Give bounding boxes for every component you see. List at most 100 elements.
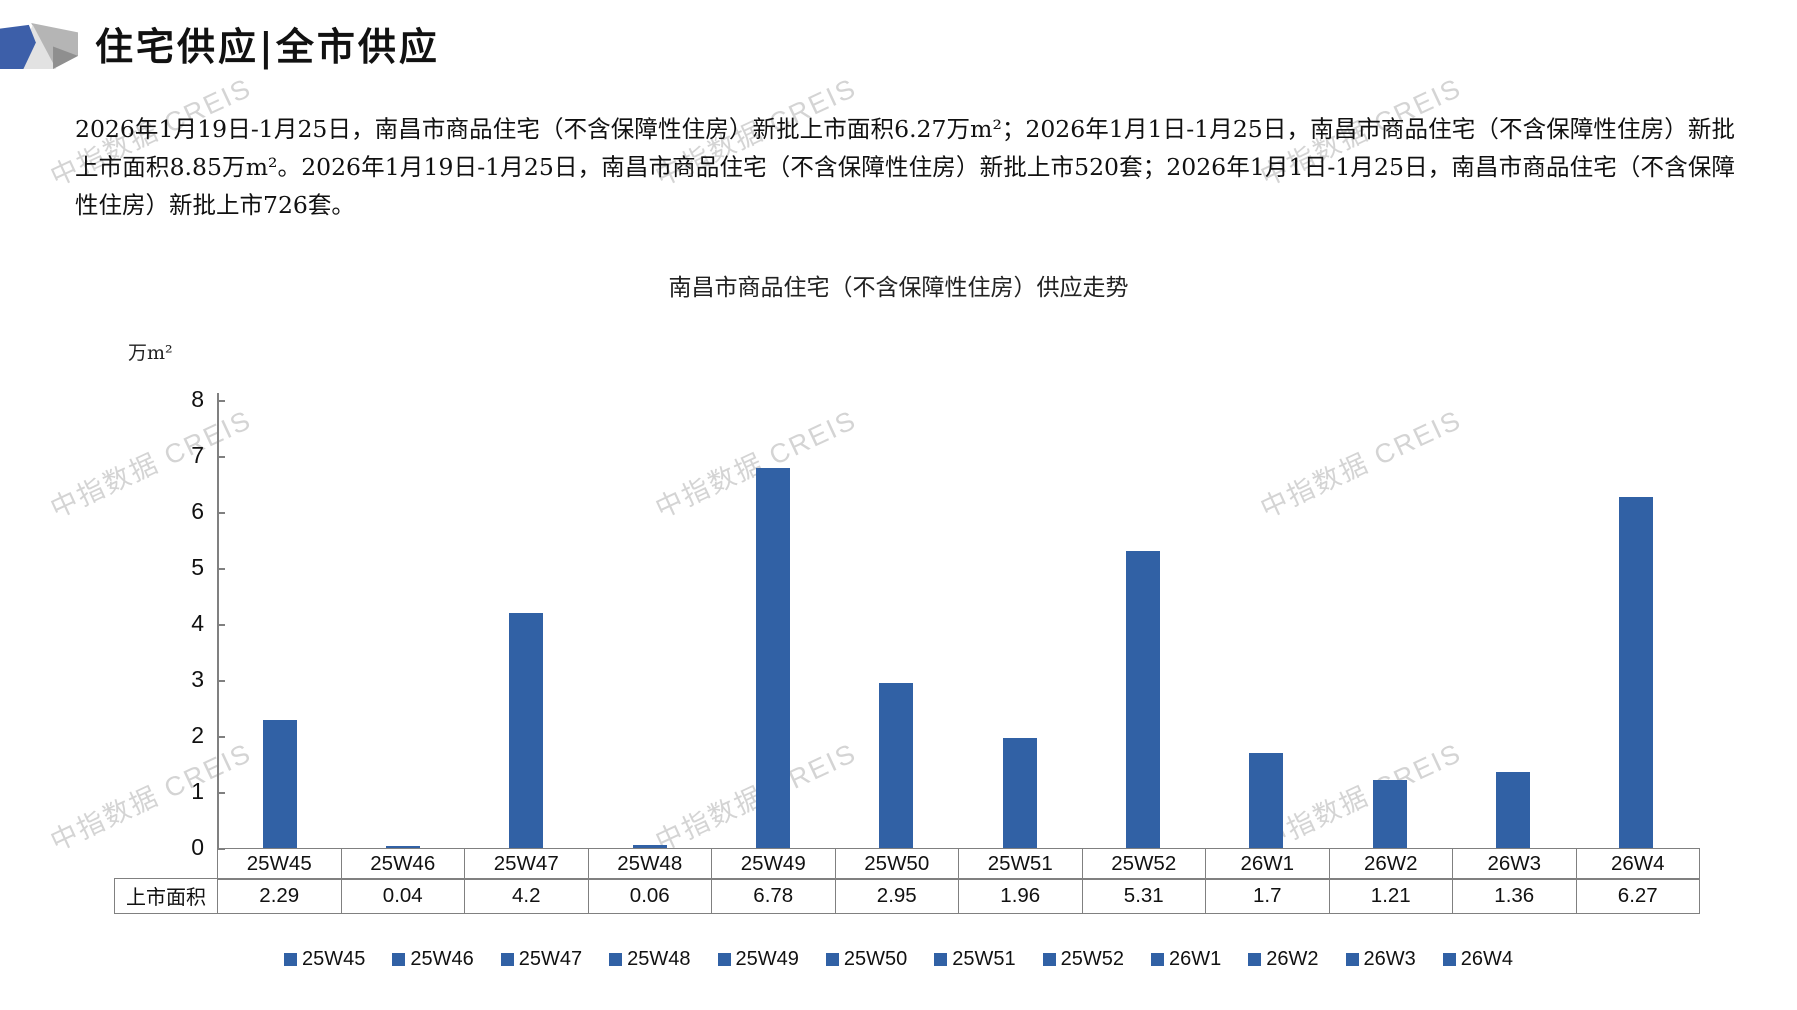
x-axis-label-row: 25W45 25W46 25W47 25W48 25W49 25W50 25W51 25W52… — [217, 848, 1700, 880]
table-value-cell: 1.36 — [1453, 878, 1577, 913]
watermark: 中指数据 CREIS — [45, 737, 257, 857]
legend-item: 26W3 — [1345, 948, 1416, 971]
legend-label: 25W51 — [952, 948, 1016, 970]
legend-marker-icon — [1442, 953, 1456, 966]
table-value-cell: 4.2 — [465, 878, 589, 913]
bar-25W49 — [756, 468, 790, 848]
table-value-cell: 2.29 — [218, 878, 342, 913]
table-value-cell: 0.06 — [589, 878, 712, 913]
y-axis-tick — [218, 736, 225, 738]
table-value-cell: 0.04 — [342, 878, 465, 913]
bar-25W46 — [386, 845, 420, 848]
y-axis-tick — [218, 792, 225, 794]
legend-label: 25W46 — [410, 948, 474, 970]
bar-25W50 — [879, 682, 914, 848]
x-axis-label-cell: 25W52 — [1083, 849, 1206, 879]
watermark: 中指数据 CREIS — [650, 404, 862, 524]
y-axis-tick — [218, 568, 225, 570]
bar-25W48 — [632, 844, 667, 848]
y-axis-tick-label: 0 — [191, 834, 204, 860]
x-axis-label-cell: 26W4 — [1610, 852, 1665, 875]
legend-marker-icon — [717, 953, 731, 966]
table-value-cell: 5.31 — [1083, 878, 1206, 913]
table-value-cell: 6.27 — [1617, 883, 1658, 907]
table-value-cell: 1.7 — [1206, 878, 1330, 913]
y-axis-tick — [218, 400, 225, 402]
x-axis-label-cell: 25W48 — [589, 849, 712, 879]
table-value-cell: 1.21 — [1330, 878, 1453, 913]
y-axis-tick-label: 7 — [191, 442, 204, 468]
legend-marker-icon — [284, 953, 297, 966]
x-axis-label-cell: 25W49 — [712, 849, 836, 879]
legend-marker-icon — [1248, 953, 1262, 966]
x-axis-label-cell: 25W45 — [218, 849, 342, 879]
legend-marker-icon — [609, 953, 623, 966]
x-axis-label-cell: 26W2 — [1330, 849, 1453, 879]
bar-25W45 — [262, 719, 297, 848]
watermark: 中指数据 CREIS — [45, 404, 257, 524]
legend-marker-icon — [1151, 953, 1164, 966]
y-axis-tick-label: 3 — [191, 666, 204, 692]
legend-item: 26W4 — [1442, 948, 1513, 971]
legend-item: 25W47 — [500, 948, 583, 971]
chart-title: 南昌市商品住宅（不含保障性住房）供应走势 — [668, 275, 1129, 301]
y-axis-unit-label: 万m² — [128, 342, 173, 364]
y-axis-tick — [218, 456, 225, 458]
y-axis-tick-label: 4 — [191, 610, 204, 636]
legend-item: 25W49 — [717, 948, 799, 971]
y-axis-tick — [218, 512, 225, 514]
bar-25W47 — [509, 612, 544, 848]
legend-marker-icon — [825, 953, 839, 966]
legend-label: 25W48 — [627, 948, 691, 970]
y-axis-tick — [218, 680, 225, 682]
legend-item: 25W48 — [609, 948, 691, 971]
legend-label: 26W1 — [1169, 948, 1222, 970]
bar-26W1 — [1249, 752, 1284, 848]
chart-legend: 25W45 25W46 25W47 25W48 25W49 25W50 25W51 25W52… — [16, 948, 1781, 971]
legend-marker-icon — [392, 953, 406, 966]
legend-item: 26W1 — [1151, 948, 1221, 971]
y-axis-tick-label: 8 — [191, 386, 204, 412]
x-axis-label-cell: 26W3 — [1453, 849, 1577, 879]
legend-label: 25W50 — [843, 948, 908, 970]
legend-item: 25W45 — [284, 948, 365, 971]
x-axis-label-cell: 25W47 — [465, 849, 589, 879]
table-value-cell: 1.96 — [959, 878, 1083, 913]
legend-item: 25W46 — [392, 948, 474, 971]
bar-26W3 — [1496, 771, 1530, 848]
y-axis-tick-label: 5 — [191, 554, 204, 580]
bar-25W52 — [1126, 550, 1160, 848]
brand-logo — [0, 22, 78, 69]
legend-marker-icon — [500, 953, 514, 966]
x-axis-label-cell: 26W1 — [1206, 849, 1330, 879]
table-value-cell: 6.78 — [712, 878, 836, 913]
bar-25W51 — [1002, 738, 1037, 848]
y-axis-tick-label: 1 — [191, 778, 204, 804]
legend-label: 25W52 — [1060, 948, 1124, 970]
table-value-cell: 2.95 — [836, 878, 959, 913]
x-axis-label-cell: 25W51 — [959, 849, 1083, 879]
legend-label: 25W49 — [735, 948, 799, 970]
table-row-header: 上市面积 — [115, 878, 218, 913]
x-axis-label-cell: 25W50 — [836, 849, 959, 879]
bar-26W2 — [1372, 780, 1407, 848]
legend-item: 26W2 — [1248, 948, 1319, 971]
legend-label: 26W3 — [1363, 948, 1416, 970]
y-axis-line — [217, 393, 219, 848]
watermark: 中指数据 CREIS — [1255, 737, 1467, 857]
legend-label: 25W45 — [302, 948, 366, 970]
legend-label: 25W47 — [518, 948, 583, 970]
data-table-value-row: 上市面积 2.29 0.04 4.2 0.06 6.78 2.95 1.96 5.31 1.7 1.… — [114, 877, 1700, 914]
legend-label: 26W2 — [1266, 948, 1319, 970]
legend-marker-icon — [934, 953, 948, 966]
legend-item: 25W50 — [825, 948, 908, 971]
legend-marker-icon — [1345, 953, 1359, 966]
y-axis-tick-label: 6 — [191, 498, 204, 524]
y-axis-tick — [218, 624, 225, 626]
legend-item: 25W51 — [934, 948, 1016, 971]
summary-paragraph: 2026年1月19日-1月25日，南昌市商品住宅（不含保障性住房）新批上市面积6… — [75, 115, 1735, 219]
bar-26W4 — [1619, 496, 1654, 848]
legend-marker-icon — [1042, 953, 1056, 966]
y-axis-tick-label: 2 — [191, 722, 204, 748]
